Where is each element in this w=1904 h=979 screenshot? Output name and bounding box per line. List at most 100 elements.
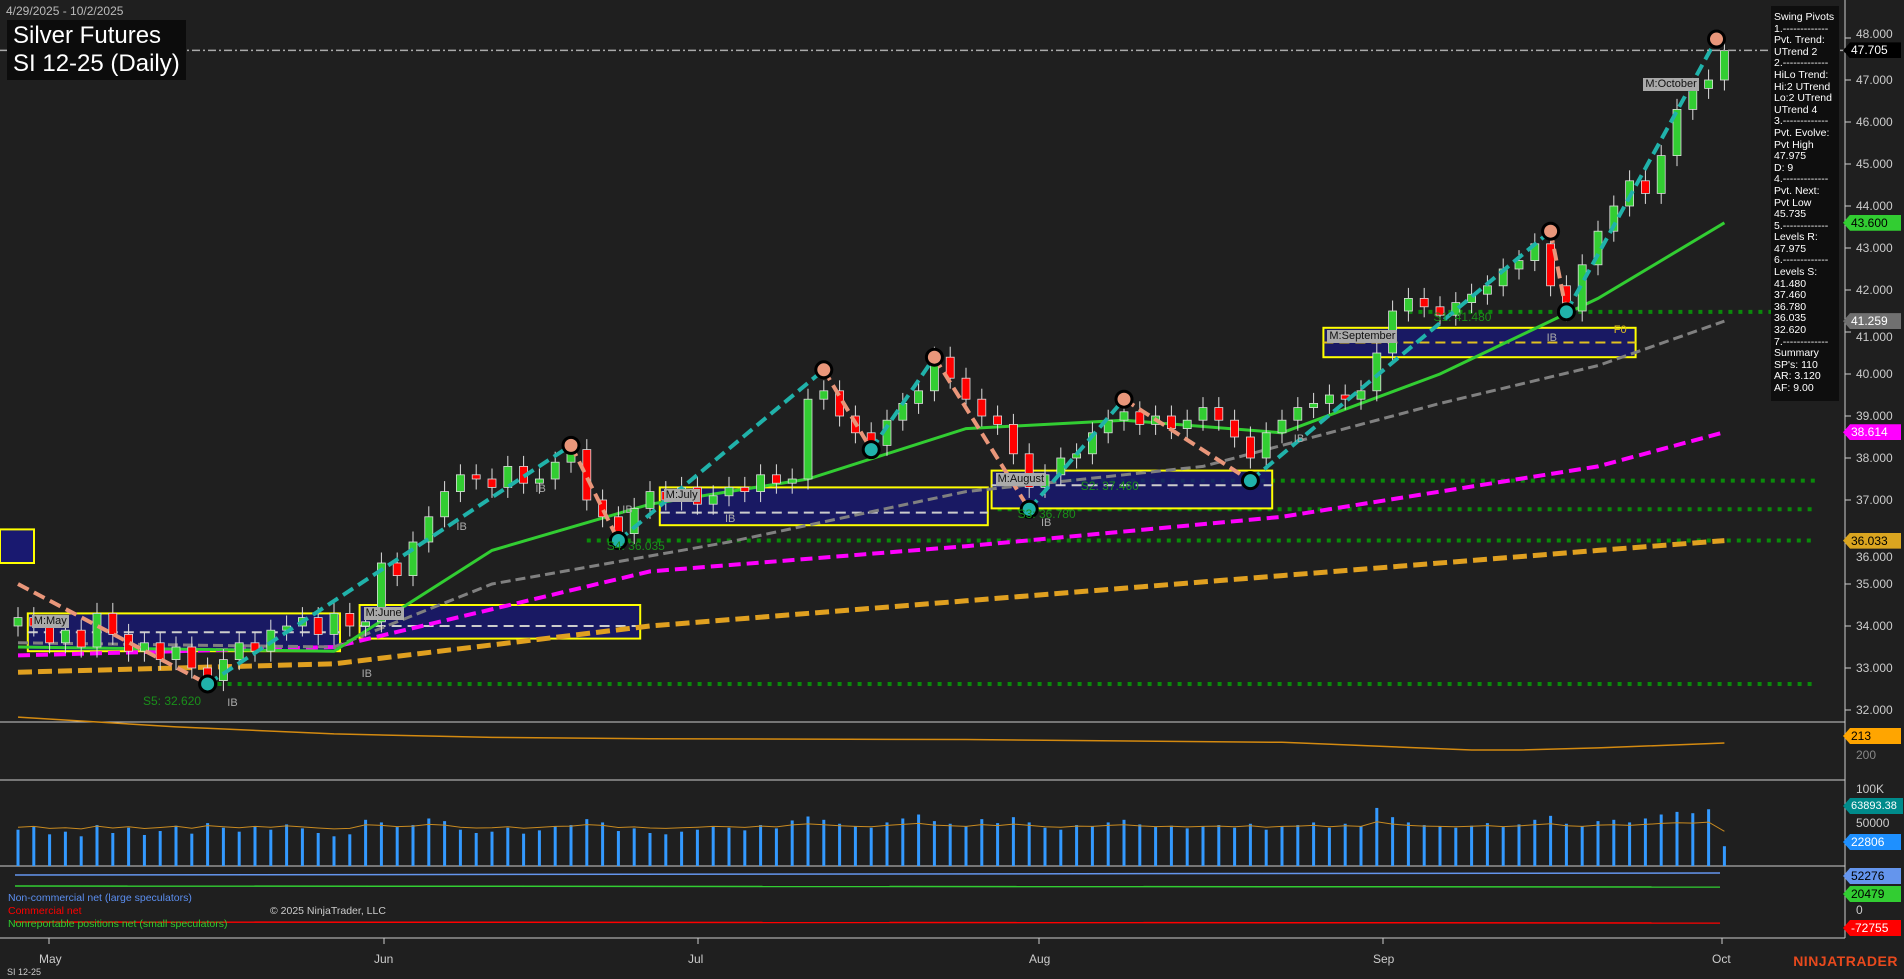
volume-bar [1106, 822, 1110, 866]
volume-bar [16, 829, 20, 866]
volume-bar [1138, 824, 1142, 866]
info-line: 47.975 [1774, 150, 1807, 163]
info-line: 47.975 [1774, 242, 1807, 255]
candle [155, 642, 165, 660]
cot-line [14, 885, 1721, 888]
volume-bar [822, 819, 826, 866]
info-line: Levels S: [1774, 266, 1818, 279]
info-line: D: 9 [1774, 161, 1794, 174]
volume-bar [743, 830, 747, 866]
swing-low-marker [1556, 302, 1576, 322]
ib-label: IB [1546, 332, 1557, 344]
month-label: Jul [688, 952, 704, 966]
ib-label: IB [456, 521, 467, 533]
candle [550, 461, 560, 480]
volume-bar [1217, 825, 1221, 866]
month-label: Sep [1373, 952, 1395, 966]
info-line: Swing Pivots [1774, 11, 1835, 23]
candle [329, 613, 339, 635]
volume-bar [221, 827, 225, 866]
volume-bar [838, 823, 842, 866]
volume-bar [1549, 815, 1553, 866]
volume-bar [206, 823, 210, 866]
volume-bar [490, 831, 494, 866]
volume-bar [237, 831, 241, 866]
swing-high-marker [1707, 29, 1726, 49]
info-line: UTrend 4 [1774, 103, 1818, 116]
candle [61, 629, 70, 644]
ib-label: IB [725, 512, 736, 525]
candle [313, 617, 323, 635]
price-tag: 43.600 [1843, 214, 1901, 231]
monthly-box-label: M:August [995, 472, 1047, 486]
volume-bar [980, 819, 984, 866]
volume-bar [695, 829, 699, 866]
volume-bar [727, 827, 731, 866]
volume-bar [1059, 829, 1063, 866]
info-line: Summary [1774, 347, 1819, 360]
volume-bar [79, 836, 83, 866]
candle [408, 541, 418, 576]
support-label: S5: 32.620 [143, 693, 202, 708]
volume-average-line [17, 821, 1725, 832]
cot-line [14, 872, 1721, 876]
price-tick-label: 45.000 [1856, 157, 1893, 171]
candle [171, 646, 181, 660]
candle [914, 390, 923, 404]
price-tag: 47.705 [1843, 42, 1901, 59]
monthly-range-box [658, 486, 989, 527]
price-tick-label: 32.000 [1856, 703, 1893, 717]
volume-bar [253, 826, 257, 866]
volume-bar [537, 830, 541, 866]
volume-bar [632, 828, 636, 866]
volume-bar [1533, 819, 1537, 866]
info-line: 45.735 [1774, 208, 1807, 221]
candle [1167, 415, 1176, 429]
candle [361, 621, 371, 627]
volume-bar [932, 821, 936, 866]
candle [503, 465, 513, 488]
legend-nonreportable: Nonreportable positions net (small specu… [8, 918, 228, 930]
chart-title-box: Silver Futures SI 12-25 (Daily) [7, 20, 186, 80]
volume-bar [1090, 826, 1094, 866]
volume-bar [648, 833, 652, 866]
candle [424, 516, 434, 543]
volume-bar [964, 826, 968, 866]
candle [376, 562, 386, 623]
volume-bar [1201, 826, 1205, 866]
volume-bar [506, 827, 510, 866]
swing-up-leg [206, 443, 573, 686]
candle [1546, 243, 1555, 287]
volume-bar [1169, 825, 1173, 866]
price-tick-label: 42.000 [1856, 283, 1893, 297]
legend-commercial: Commercial net [8, 905, 82, 917]
volume-tag: 22806 [1843, 834, 1901, 850]
candle [1135, 411, 1145, 425]
info-line: 5.------------- [1774, 219, 1829, 232]
volume-bar [427, 818, 431, 866]
volume-bar [1391, 817, 1395, 866]
swing-pivots-panel: Swing Pivots 1.------------- Pvt. Trend: UT… [1771, 6, 1839, 401]
volume-bar [1612, 819, 1616, 866]
price-tick-label: 40.000 [1856, 367, 1893, 381]
volume-bar [1154, 827, 1158, 866]
swing-down-leg [1122, 397, 1252, 483]
candle [1704, 79, 1713, 89]
candle [1198, 407, 1208, 421]
candle [1293, 407, 1303, 421]
volume-bar [1422, 825, 1426, 866]
month-label: May [39, 952, 62, 966]
candle [13, 617, 23, 627]
month-label: Oct [1712, 952, 1731, 966]
chart-subtitle: SI 12-25 (Daily) [13, 50, 180, 77]
volume-bar [1011, 817, 1015, 866]
info-line: Levels R: [1774, 231, 1818, 244]
candle [1261, 432, 1271, 459]
candle [187, 646, 197, 669]
candle [1230, 419, 1239, 438]
candle [487, 478, 497, 488]
info-line: Lo:2 UTrend [1774, 92, 1832, 105]
volume-bar [48, 834, 52, 866]
candle [787, 478, 797, 484]
